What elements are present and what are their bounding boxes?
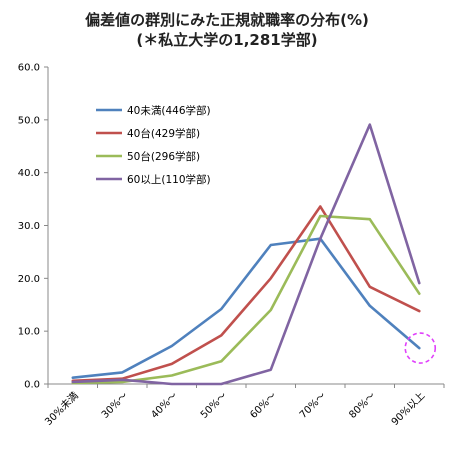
x-tick-label: 30%未満	[43, 390, 81, 428]
series-line-3	[71, 123, 421, 386]
x-tick-label: 50%～	[199, 390, 230, 421]
y-tick-label: 40.0	[18, 168, 40, 179]
series-line-2	[71, 214, 421, 385]
y-tick-label: 20.0	[18, 274, 40, 285]
x-tick-label: 80%～	[347, 390, 378, 421]
x-tick-label: 60%～	[248, 390, 279, 421]
chart-title: 偏差値の群別にみた正規就職率の分布(%)	[85, 11, 369, 29]
y-tick-label: 0.0	[24, 380, 40, 391]
annotation-circle	[404, 332, 437, 364]
legend-label-3: 60以上(110学部)	[127, 173, 211, 186]
y-tick-label: 30.0	[18, 221, 40, 232]
series-line-0	[71, 237, 421, 380]
x-tick-label: 40%～	[149, 390, 180, 421]
y-tick-label: 60.0	[18, 63, 40, 74]
x-tick-label: 70%～	[298, 390, 329, 421]
series-line-1	[71, 205, 421, 383]
x-tick-label: 90%以上	[389, 390, 427, 428]
y-tick-label: 50.0	[18, 115, 40, 126]
legend-label-0: 40未満(446学部)	[127, 104, 211, 117]
legend-label-2: 50台(296学部)	[127, 150, 200, 163]
legend-label-1: 40台(429学部)	[127, 127, 200, 140]
x-tick-label: 30%～	[100, 390, 131, 421]
y-tick-label: 10.0	[18, 327, 40, 338]
chart-subtitle: (＊私立大学の1,281学部)	[136, 31, 318, 49]
